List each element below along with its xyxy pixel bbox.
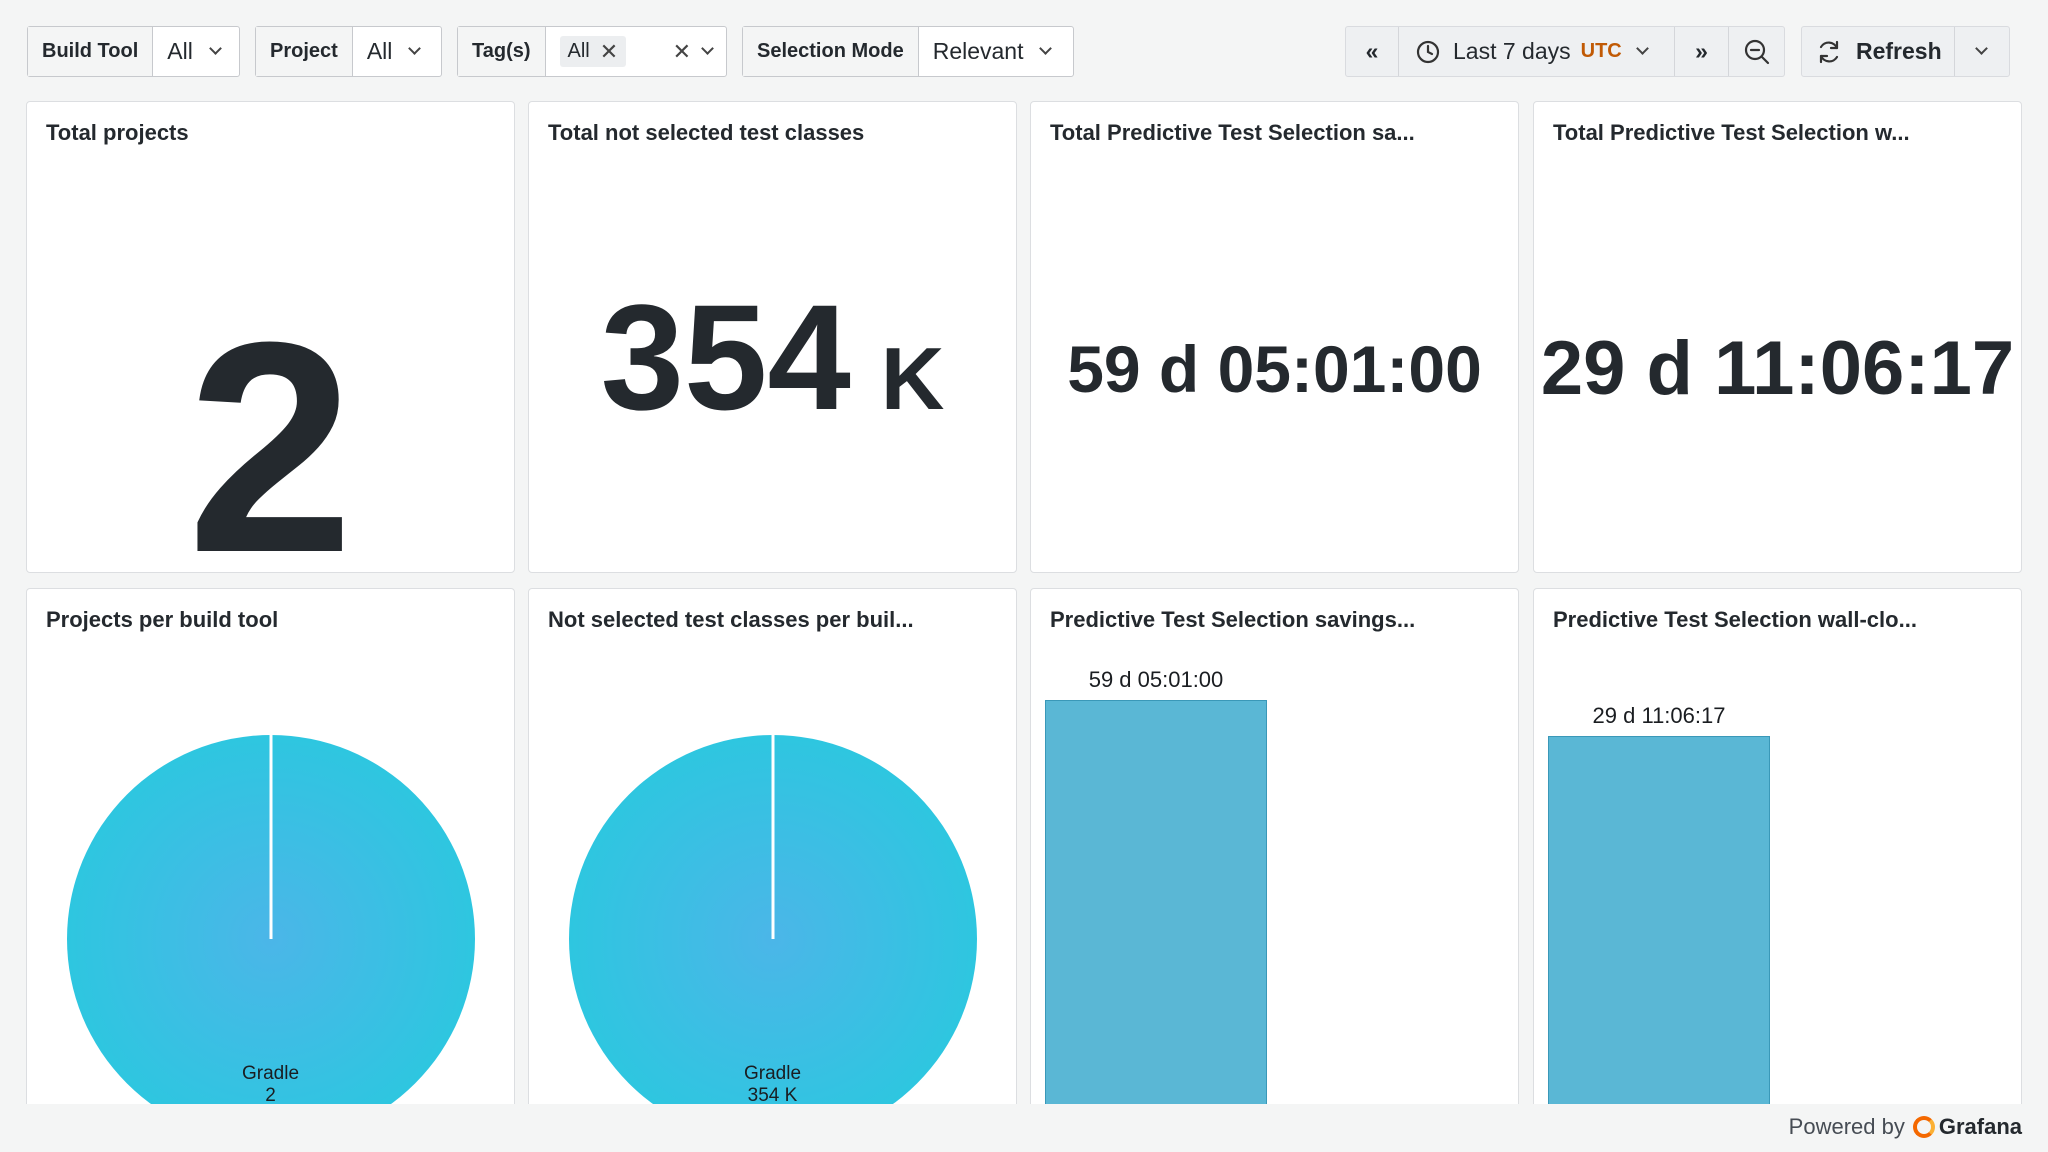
- remove-tag-icon[interactable]: ✕: [599, 38, 619, 64]
- double-chevron-left-icon: «: [1365, 38, 1379, 64]
- panel-title: Total not selected test classes: [548, 120, 865, 145]
- project-value: All: [366, 38, 393, 64]
- refresh-button[interactable]: Refresh: [1802, 27, 1955, 76]
- pie-label: Gradle 354 K: [529, 1063, 1016, 1107]
- panel-title: Projects per build tool: [46, 607, 279, 632]
- bar-label: 29 d 11:06:17: [1592, 703, 1726, 728]
- stat-value: 59 d 05:01:00: [1067, 332, 1482, 406]
- project-label: Project: [256, 27, 353, 76]
- panel-not-selected-per-tool[interactable]: Not selected test classes per buil... Gr…: [528, 588, 1017, 1118]
- chevron-down-icon: [408, 42, 422, 55]
- build-tool-value: All: [167, 38, 193, 64]
- panel-pts-savings-total[interactable]: Total Predictive Test Selection sa... 59…: [1030, 101, 1519, 573]
- pie-label-name: Gradle: [743, 1063, 802, 1084]
- panel-title: Not selected test classes per buil...: [548, 607, 914, 632]
- tags-variable[interactable]: Tag(s) All ✕ ✕: [457, 26, 727, 77]
- bar-label: 59 d 05:01:00: [1088, 667, 1224, 692]
- time-forward-button[interactable]: »: [1675, 27, 1729, 76]
- chevron-down-icon: [208, 42, 222, 55]
- refresh-controls: Refresh: [1801, 26, 2010, 77]
- stat-value: 29 d 11:06:17: [1540, 326, 2015, 411]
- pie-label: Gradle 2: [27, 1063, 514, 1107]
- pie-label-value: 354 K: [747, 1085, 798, 1106]
- time-range-picker[interactable]: Last 7 days UTC: [1399, 27, 1675, 76]
- build-tool-label: Build Tool: [28, 27, 154, 76]
- bar[interactable]: [1045, 700, 1267, 1117]
- project-select[interactable]: All: [353, 27, 434, 76]
- panel-pts-wall-total[interactable]: Total Predictive Test Selection w... 29 …: [1533, 101, 2022, 573]
- powered-by-label: Powered by: [1788, 1114, 1905, 1139]
- time-back-button[interactable]: «: [1346, 27, 1399, 76]
- dashboard-toolbar: Build Tool All Project All Tag(s) All ✕ ✕…: [27, 26, 2020, 77]
- chevron-down-icon: [1635, 42, 1649, 55]
- refresh-icon: [1819, 40, 1839, 63]
- panel-title: Total projects: [46, 120, 189, 145]
- chevron-down-icon: [1039, 42, 1053, 55]
- timezone-label: UTC: [1580, 40, 1622, 62]
- selection-mode-label: Selection Mode: [743, 27, 919, 76]
- build-tool-select[interactable]: All: [153, 27, 234, 76]
- stat-value-group: 354 K: [529, 282, 1016, 454]
- stat-unit: K: [880, 329, 945, 428]
- brand-name: Grafana: [1938, 1114, 2022, 1139]
- panel-pts-savings[interactable]: Predictive Test Selection savings... 59 …: [1030, 588, 1519, 1118]
- tag-chip-label: All: [567, 40, 590, 62]
- stat-value: 2: [187, 279, 354, 573]
- stat-value: 354: [600, 273, 851, 441]
- refresh-label: Refresh: [1856, 38, 1942, 64]
- zoom-out-icon: [1744, 39, 1770, 64]
- pie-chart: [569, 735, 977, 1117]
- pie-label-name: Gradle: [241, 1063, 300, 1084]
- panel-title: Predictive Test Selection wall-clo...: [1553, 607, 1917, 632]
- panel-title: Total Predictive Test Selection sa...: [1050, 120, 1415, 145]
- clock-icon: [1416, 40, 1440, 63]
- zoom-out-button[interactable]: [1730, 26, 1785, 77]
- chevron-down-icon: [701, 42, 714, 55]
- build-tool-variable[interactable]: Build Tool All: [27, 26, 240, 77]
- panel-total-not-selected[interactable]: Total not selected test classes 354 K: [528, 101, 1017, 573]
- panel-title: Total Predictive Test Selection w...: [1553, 120, 1910, 145]
- panel-title: Predictive Test Selection savings...: [1050, 607, 1416, 632]
- pie-chart: [67, 735, 475, 1117]
- panel-pts-wall[interactable]: Predictive Test Selection wall-clo... 29…: [1533, 588, 2022, 1118]
- time-controls: « Last 7 days UTC »: [1345, 26, 1757, 77]
- refresh-interval-button[interactable]: [1955, 27, 2009, 76]
- tag-chip: All ✕: [559, 36, 627, 67]
- panel-total-projects[interactable]: Total projects 2: [26, 101, 515, 573]
- double-chevron-right-icon: »: [1695, 38, 1708, 64]
- selection-mode-value: Relevant: [932, 38, 1024, 64]
- grafana-logo-icon: [1912, 1116, 1935, 1138]
- project-variable[interactable]: Project All: [255, 26, 442, 77]
- selection-mode-variable[interactable]: Selection Mode Relevant: [742, 26, 1074, 77]
- tags-select[interactable]: All ✕ ✕: [546, 27, 726, 76]
- bar[interactable]: [1548, 736, 1770, 1117]
- panel-projects-per-tool[interactable]: Projects per build tool Gradle 2: [26, 588, 515, 1118]
- chevron-down-icon: [1975, 42, 1989, 55]
- tags-label: Tag(s): [458, 27, 546, 76]
- time-range-label: Last 7 days: [1453, 38, 1571, 64]
- powered-by[interactable]: Powered by Grafana: [1789, 1114, 2022, 1140]
- selection-mode-select[interactable]: Relevant: [919, 27, 1065, 76]
- pie-label-value: 2: [265, 1085, 276, 1106]
- clear-icon[interactable]: ✕: [672, 38, 691, 64]
- footer: [0, 1104, 2048, 1152]
